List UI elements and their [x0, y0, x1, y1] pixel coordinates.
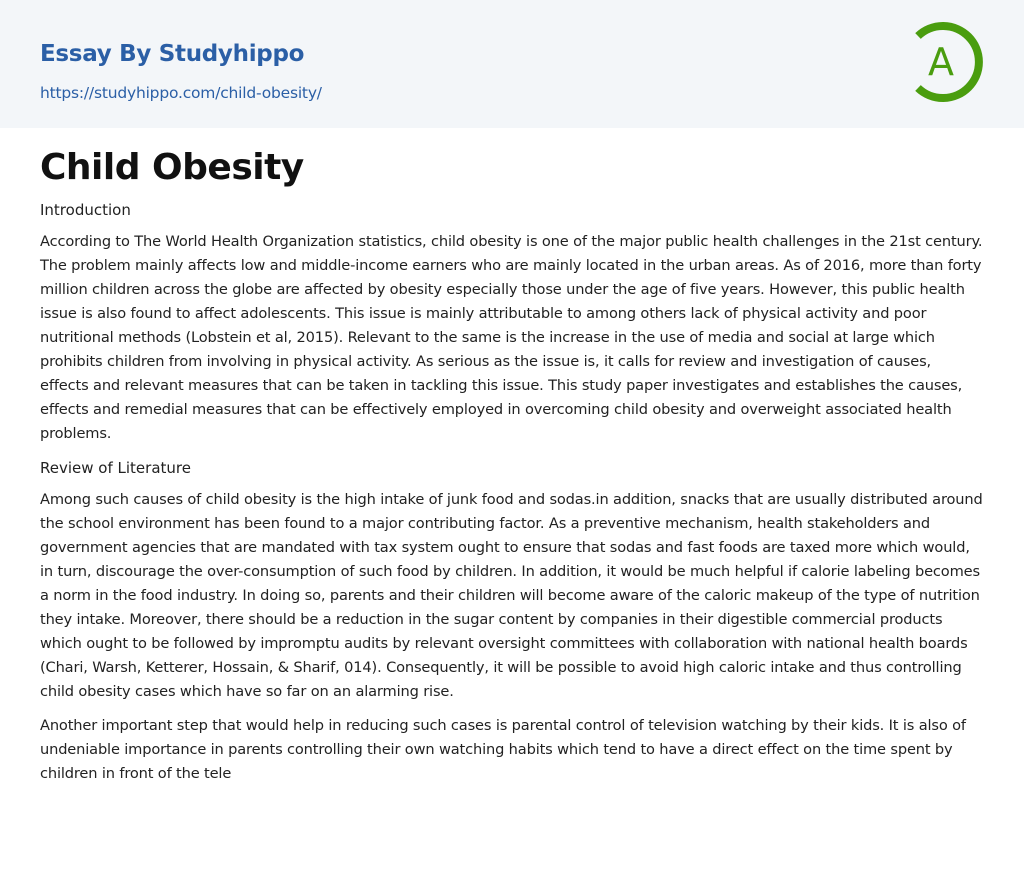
paragraph: Among such causes of child obesity is th…: [40, 491, 983, 700]
article: Child Obesity Introduction According to …: [0, 128, 1024, 786]
paragraph: According to The World Health Organizati…: [40, 233, 983, 442]
essay-url-link[interactable]: https://studyhippo.com/child-obesity/: [40, 84, 322, 102]
page-title: Child Obesity: [40, 147, 304, 188]
site-header: Essay By Studyhippo https://studyhippo.c…: [0, 0, 1024, 128]
section-heading: Introduction: [40, 201, 131, 219]
paragraph: Another important step that would help i…: [40, 717, 966, 782]
logo-icon[interactable]: A: [910, 18, 990, 106]
brand-title[interactable]: Essay By Studyhippo: [40, 41, 305, 67]
section-heading: Review of Literature: [40, 459, 191, 477]
logo-letter: A: [928, 40, 954, 84]
